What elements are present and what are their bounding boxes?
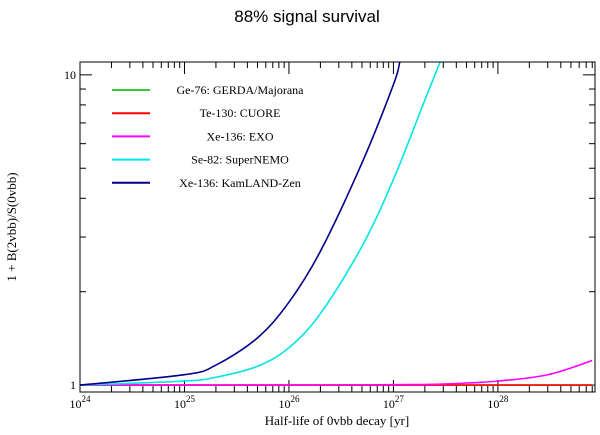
x-tick-label: 1027 [383,394,405,411]
chart-title: 88% signal survival [234,7,380,26]
x-tick-label: 1028 [487,394,509,411]
legend: Ge-76: GERDA/Majorana Te-130: CUORE Xe-136… [112,83,304,190]
series-line-4 [80,62,401,386]
plot-frame [79,61,596,393]
x-tick-label: 1026 [278,394,300,411]
tick-labels: 1024 1025 1026 1027 1028 1 10 [64,68,509,411]
y-tick-label: 10 [64,68,76,82]
x-tick-label: 1024 [70,394,92,411]
axes-ticks [79,62,595,392]
x-axis-label: Half-life of 0vbb decay [yr] [265,413,409,428]
legend-label: Se-82: SuperNEMO [191,153,289,167]
legend-label: Te-130: CUORE [200,106,281,120]
legend-label: Xe-136: EXO [207,129,274,143]
legend-label: Ge-76: GERDA/Majorana [177,83,305,97]
y-axis-label: 1 + B(2vbb)/S(0vbb) [4,172,19,281]
x-tick-label: 1025 [174,394,196,411]
series-line-2 [80,359,593,386]
legend-label: Xe-136: KamLAND-Zen [179,176,301,190]
y-tick-label: 1 [70,378,76,392]
plot-series [80,62,593,386]
series-line-3 [80,62,441,386]
